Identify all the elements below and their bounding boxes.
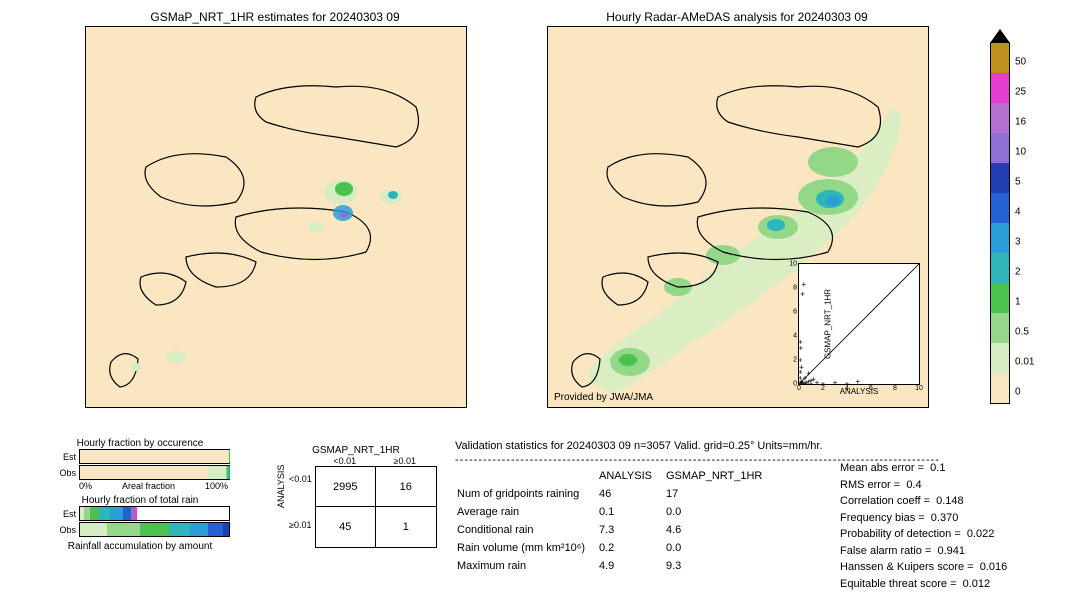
- error-stats: Mean abs error = 0.1RMS error = 0.4Corre…: [840, 460, 1007, 592]
- hourly-fraction-total: EstObs: [50, 506, 230, 537]
- tot-title: Hourly fraction of total rain: [50, 495, 230, 506]
- scatter-xlabel: ANALYSIS: [799, 387, 919, 396]
- scatter-ylabel: GSMAP_NRT_1HR: [824, 289, 833, 359]
- scatter-inset: GSMAP_NRT_1HR ANALYSIS 00224466881010: [798, 263, 920, 385]
- provider-label: Provided by JWA/JMA: [554, 392, 653, 403]
- occ-title: Hourly fraction by occurence: [50, 438, 230, 449]
- right-map-title: Hourly Radar-AMeDAS analysis for 2024030…: [547, 10, 927, 24]
- stats-table: ANALYSISGSMAP_NRT_1HR Num of gridpoints …: [455, 466, 776, 576]
- hourly-fraction-occurrence: EstObs: [50, 449, 230, 480]
- accum-title: Rainfall accumulation by amount: [50, 541, 230, 552]
- colorbar: 00.010.51234510162550: [990, 42, 1010, 404]
- right-map: GSMAP_NRT_1HR ANALYSIS 00224466881010 Pr…: [547, 26, 929, 408]
- left-map-title: GSMaP_NRT_1HR estimates for 20240303 09: [85, 10, 465, 24]
- left-map: 25°N30°N35°N40°N45°N125°E130°E135°E140°E…: [85, 26, 467, 408]
- validation-title: Validation statistics for 20240303 09 n=…: [455, 440, 963, 452]
- contingency-table: GSMAP_NRT_1HR ANALYSIS <0.01 ≥0.01 <0.01…: [275, 445, 437, 548]
